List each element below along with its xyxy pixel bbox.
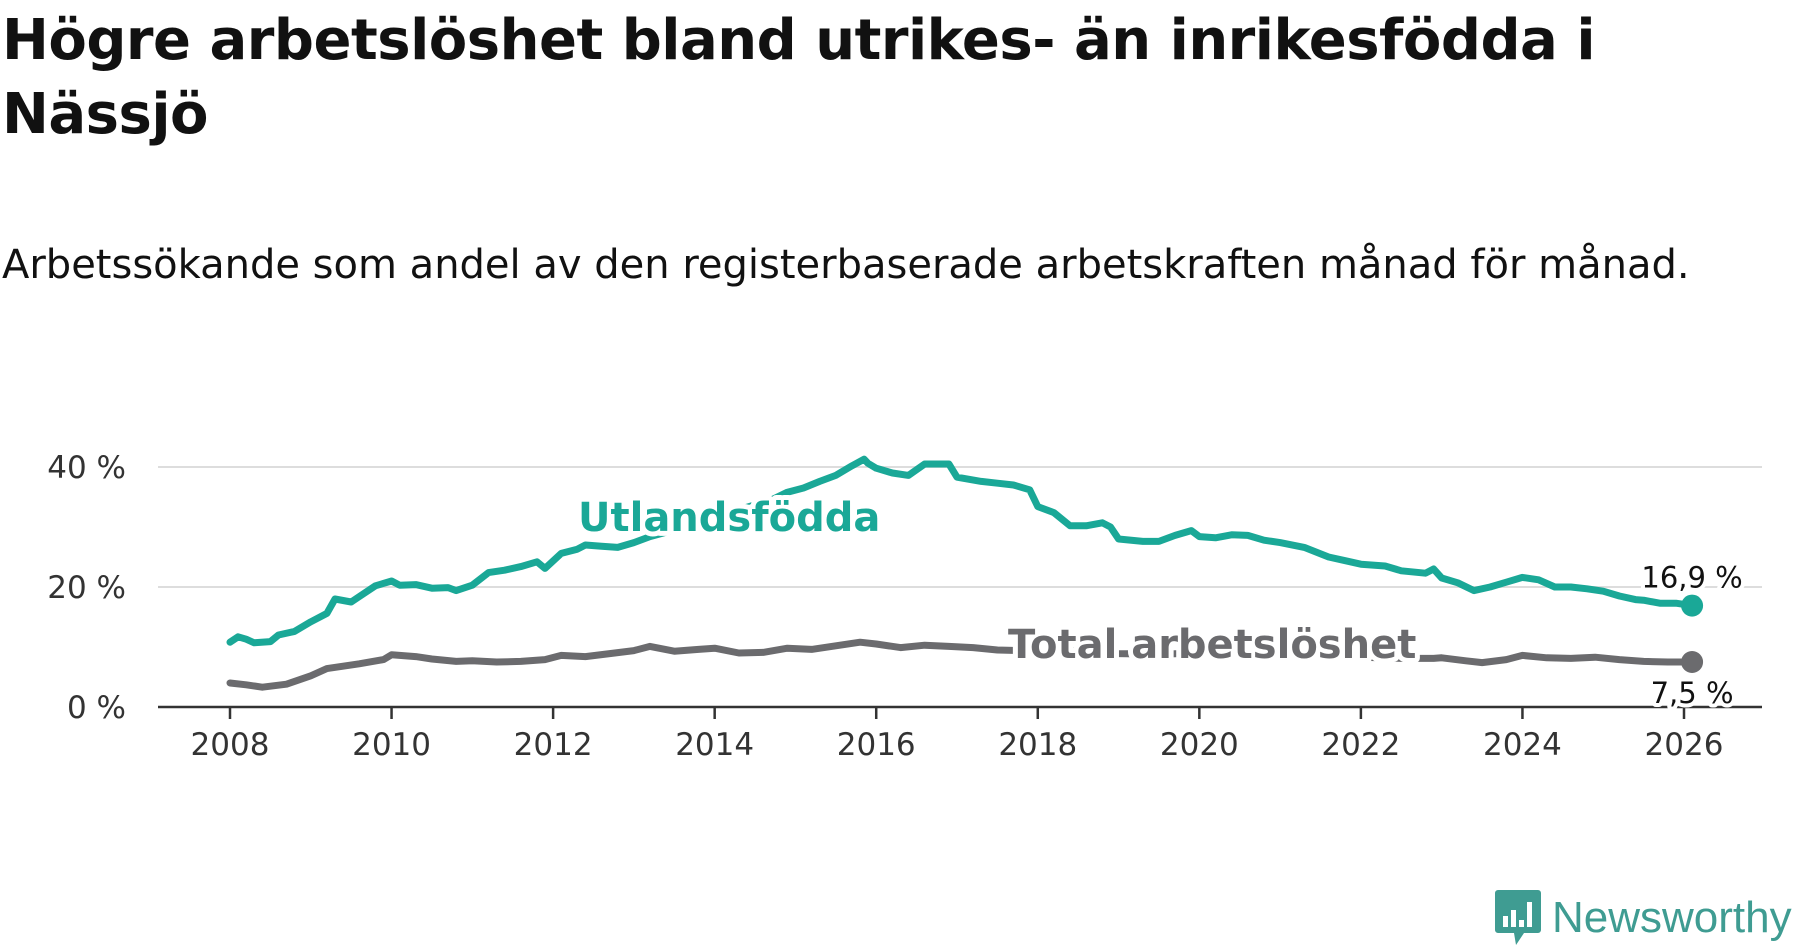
x-tick-label: 2014 — [675, 727, 754, 763]
x-tick-label: 2012 — [514, 727, 593, 763]
x-axis — [158, 705, 1762, 719]
x-axis-tick-labels: 2008 2010 2012 2014 2016 2018 2020 2022 2024 2026 — [191, 727, 1724, 763]
x-tick-label: 2010 — [352, 727, 431, 763]
x-tick-label: 2018 — [998, 727, 1077, 763]
newsworthy-logo-icon — [1495, 890, 1541, 945]
y-tick-label: 20 % — [47, 570, 126, 606]
x-tick-label: 2026 — [1645, 727, 1724, 763]
series-line-total — [226, 638, 1696, 691]
series-label-utlandsfodda: Utlandsfödda — [578, 495, 880, 541]
x-tick-label: 2024 — [1483, 727, 1562, 763]
y-tick-label: 40 % — [47, 450, 126, 486]
x-tick-label: 2008 — [191, 727, 270, 763]
chart-subtitle: Arbetssökande som andel av den registerb… — [2, 242, 1690, 288]
series-label-total: Total arbetslöshet — [1008, 622, 1416, 668]
end-point-utlandsfodda — [1681, 594, 1704, 617]
series-lines — [226, 455, 1704, 691]
y-axis-tick-labels: 0 % 20 % 40 % — [47, 450, 126, 726]
newsworthy-logo: Newsworthy — [1494, 888, 1792, 948]
y-tick-label: 0 % — [67, 690, 126, 726]
end-point-total — [1681, 651, 1704, 673]
x-tick-label: 2020 — [1160, 727, 1239, 763]
end-label-utlandsfodda: 16,9 % — [1641, 561, 1742, 595]
x-tick-label: 2022 — [1321, 727, 1400, 763]
gridlines — [158, 466, 1762, 588]
newsworthy-wordmark: Newsworthy — [1552, 893, 1792, 942]
x-tick-label: 2016 — [837, 727, 916, 763]
end-label-total: 7,5 % — [1651, 676, 1734, 710]
series-labels: Utlandsfödda Total arbetslöshet 16,9 % 7,5 … — [573, 490, 1747, 714]
chart-title: Högre arbetslöshet bland utrikes- än inr… — [2, 8, 1596, 147]
series-line-utlandsfodda — [226, 455, 1696, 647]
